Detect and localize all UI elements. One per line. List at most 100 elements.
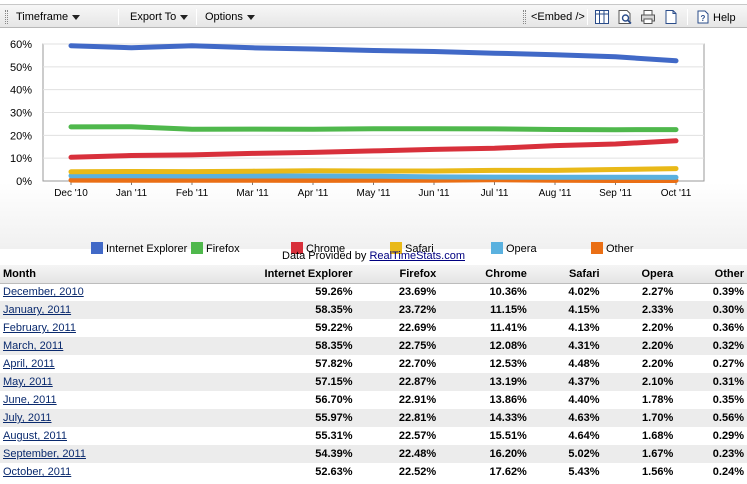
- x-tick-label: Jun '11: [418, 188, 450, 199]
- document-icon[interactable]: [663, 9, 679, 25]
- share-cell: 22.91%: [398, 394, 437, 406]
- share-cell: 22.81%: [355, 409, 440, 427]
- month-link[interactable]: April, 2011: [3, 358, 55, 370]
- share-cell: 1.56%: [642, 466, 674, 478]
- share-cell: 54.39%: [88, 445, 356, 463]
- share-cell: 1.68%: [642, 430, 674, 442]
- legend-swatch: [390, 242, 402, 254]
- share-cell: 2.20%: [602, 337, 677, 355]
- table-header-row: Month Internet Explorer Firefox Chrome Safar…: [0, 265, 747, 284]
- month-cell: December, 2010: [0, 283, 89, 301]
- month-link[interactable]: February, 2011: [3, 322, 76, 334]
- timeframe-menu-button[interactable]: Timeframe: [16, 10, 81, 24]
- table-row: May, 2011 57.15% 22.87% 13.19% 4.37% 2.10% 0.3…: [0, 373, 747, 391]
- series-line-firefox: [68, 124, 679, 133]
- export-to-menu-button[interactable]: Export To: [130, 10, 189, 24]
- x-tick-label: May '11: [357, 188, 391, 199]
- month-link[interactable]: July, 2011: [3, 412, 52, 424]
- help-icon: ?: [697, 10, 709, 24]
- share-cell: 5.43%: [568, 466, 600, 478]
- toolbar-grip[interactable]: [523, 10, 526, 24]
- column-header[interactable]: Chrome: [439, 265, 530, 284]
- share-cell: 22.69%: [398, 322, 437, 334]
- share-cell: 2.27%: [642, 286, 674, 299]
- share-cell: 0.24%: [712, 466, 744, 478]
- month-link[interactable]: December, 2010: [3, 286, 84, 299]
- column-header[interactable]: Opera: [602, 265, 677, 284]
- month-link[interactable]: October, 2011: [3, 466, 72, 478]
- column-header[interactable]: Firefox: [355, 265, 440, 284]
- embed-button[interactable]: <Embed />: [531, 11, 585, 23]
- column-header[interactable]: Other: [676, 265, 747, 284]
- month-link[interactable]: June, 2011: [3, 394, 57, 406]
- legend-item[interactable]: Safari: [390, 242, 434, 256]
- month-link[interactable]: August, 2011: [3, 430, 68, 442]
- series-line-other: [68, 177, 679, 183]
- help-button[interactable]: ? Help: [696, 10, 736, 24]
- toolbar-separator: [687, 9, 688, 25]
- x-tick-label: Feb '11: [176, 188, 209, 199]
- table-view-icon[interactable]: [594, 9, 610, 25]
- share-cell: 2.20%: [642, 322, 674, 334]
- share-cell: 0.39%: [712, 286, 744, 299]
- month-cell: March, 2011: [0, 337, 89, 355]
- share-cell: 4.64%: [568, 430, 600, 442]
- column-header[interactable]: Month: [0, 265, 89, 284]
- table-row: January, 2011 58.35% 23.72% 11.15% 4.15% 2.33…: [0, 301, 747, 319]
- line-chart: 0% 10% 20% 30% 40% 50% 60% Dec '10 Jan '11 Feb '1…: [10, 39, 705, 199]
- month-link[interactable]: September, 2011: [3, 448, 86, 460]
- share-cell: 0.29%: [712, 430, 744, 442]
- share-cell: 22.75%: [355, 337, 440, 355]
- column-header[interactable]: Internet Explorer: [88, 265, 356, 284]
- table-row: September, 2011 54.39% 22.48% 16.20% 5.02% 1.…: [0, 445, 747, 463]
- legend-item[interactable]: Chrome: [291, 242, 345, 256]
- month-cell: April, 2011: [0, 355, 89, 373]
- share-cell: 0.27%: [712, 358, 744, 370]
- table-row: August, 2011 55.31% 22.57% 15.51% 4.64% 1.68%…: [0, 427, 747, 445]
- x-tick-label: Dec '10: [54, 188, 88, 199]
- share-cell: 2.10%: [602, 373, 677, 391]
- share-cell: 22.48%: [355, 445, 440, 463]
- legend-item[interactable]: Internet Explorer: [91, 242, 187, 256]
- print-preview-icon[interactable]: [617, 9, 633, 25]
- realtimestats-link[interactable]: RealTimeStats.com: [369, 250, 465, 262]
- chevron-down-icon: [72, 14, 81, 20]
- legend-item[interactable]: Other: [591, 242, 634, 256]
- column-header[interactable]: Safari: [529, 265, 603, 284]
- options-menu-button[interactable]: Options: [205, 10, 255, 24]
- share-cell: 56.70%: [315, 394, 353, 406]
- toolbar-separator: [196, 9, 197, 25]
- month-link[interactable]: March, 2011: [3, 340, 64, 352]
- series-line-safari: [68, 166, 679, 175]
- month-cell: February, 2011: [0, 319, 89, 337]
- x-tick-label: Oct '11: [661, 188, 692, 199]
- month-link[interactable]: May, 2011: [3, 376, 53, 388]
- toolbar-grip[interactable]: [5, 10, 8, 24]
- svg-text:?: ?: [701, 14, 706, 23]
- legend-label: Firefox: [206, 243, 240, 255]
- share-cell: 0.36%: [712, 322, 744, 334]
- x-tick-label: Apr '11: [298, 188, 329, 199]
- share-cell: 15.51%: [489, 430, 527, 442]
- month-cell: July, 2011: [0, 409, 89, 427]
- share-cell: 16.20%: [439, 445, 530, 463]
- y-tick-label: 20%: [10, 130, 32, 142]
- month-link[interactable]: January, 2011: [3, 304, 72, 316]
- share-cell: 55.97%: [88, 409, 356, 427]
- series-line-opera: [68, 173, 679, 180]
- x-tick-label: Jul '11: [481, 188, 509, 199]
- share-cell: 4.63%: [529, 409, 603, 427]
- share-cell: 17.62%: [489, 466, 527, 478]
- share-cell: 0.30%: [676, 301, 747, 319]
- print-icon[interactable]: [640, 9, 656, 25]
- series-line-internet-explorer: [68, 43, 679, 64]
- legend-item[interactable]: Opera: [491, 242, 537, 256]
- y-tick-label: 50%: [10, 62, 32, 74]
- share-cell: 22.70%: [398, 358, 437, 370]
- legend-item[interactable]: Firefox: [191, 242, 240, 256]
- y-tick-label: 60%: [10, 39, 32, 51]
- month-cell: September, 2011: [0, 445, 89, 463]
- share-cell: 58.35%: [88, 337, 356, 355]
- options-label: Options: [205, 11, 243, 23]
- share-cell: 13.86%: [489, 394, 527, 406]
